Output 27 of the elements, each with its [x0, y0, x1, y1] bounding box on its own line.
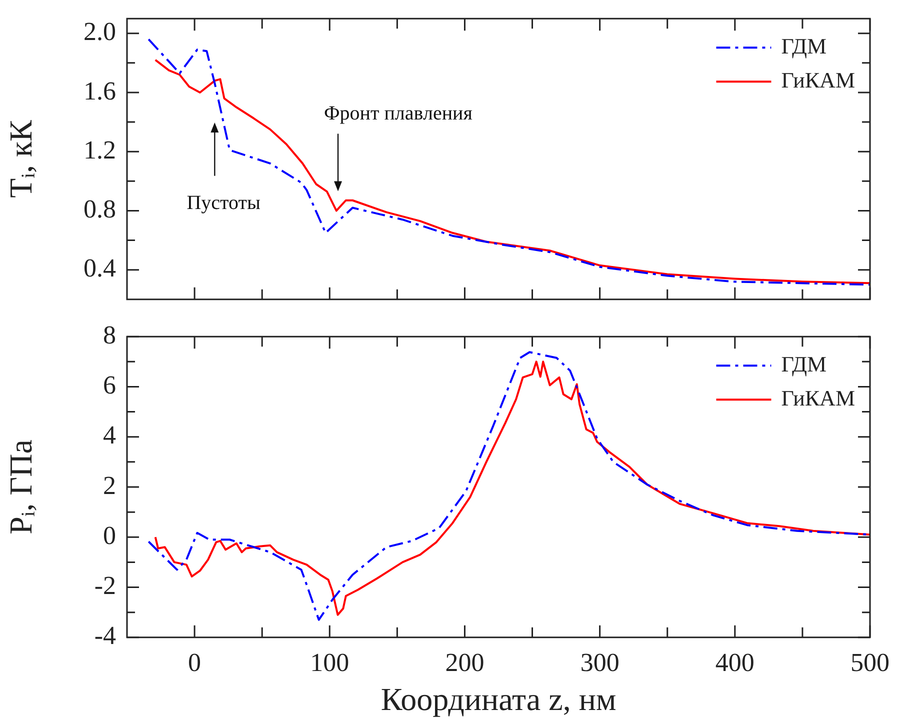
- y-tick-label: 2: [103, 470, 116, 500]
- y-tick-label: 1.6: [84, 76, 116, 106]
- y-tick-label: 1.2: [84, 135, 116, 164]
- x-tick-label: 300: [580, 648, 620, 677]
- annotation: Фронт плавления: [324, 102, 472, 124]
- x-tick-label: 100: [310, 648, 350, 677]
- y-tick-label: 4: [103, 420, 116, 450]
- x-tick-label: 0: [188, 648, 202, 677]
- y-tick-label: 6: [103, 370, 116, 400]
- y-tick-label: 0.8: [84, 194, 116, 224]
- legend-label: ГиКАМ: [781, 385, 856, 410]
- legend-label: ГиКАМ: [781, 67, 856, 92]
- y-tick-label: -4: [94, 621, 116, 650]
- x-tick-label: 400: [715, 648, 754, 677]
- x-tick-label: 500: [850, 648, 890, 677]
- legend-label: ГДМ: [781, 351, 827, 376]
- y-tick-label: 8: [103, 320, 116, 350]
- x-axis-title: Координата z, нм: [380, 681, 616, 718]
- y-tick-label: -2: [94, 571, 116, 600]
- legend-label: ГДМ: [781, 33, 827, 58]
- y-tick-label: 0.4: [84, 254, 116, 283]
- x-tick-label: 200: [445, 648, 484, 677]
- y-tick-label: 2.0: [84, 17, 116, 46]
- y-tick-label: 0: [103, 520, 116, 550]
- y-axis-title: Tᵢ, кК: [2, 120, 39, 198]
- annotation: Пустоты: [186, 192, 260, 214]
- y-axis-title: Pᵢ, ГПа: [2, 440, 39, 534]
